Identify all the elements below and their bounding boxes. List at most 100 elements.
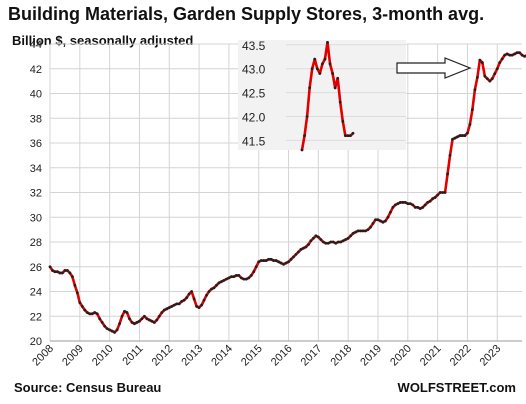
- data-point: [411, 203, 415, 207]
- data-point: [247, 276, 251, 280]
- data-point: [508, 53, 512, 57]
- data-point: [416, 205, 420, 209]
- data-point: [140, 317, 144, 321]
- data-point: [61, 271, 64, 275]
- data-point: [242, 277, 246, 281]
- data-point: [403, 201, 407, 204]
- data-point: [145, 317, 149, 321]
- data-point: [227, 276, 231, 280]
- inset-data-point: [315, 67, 319, 71]
- data-point: [217, 281, 221, 285]
- data-point: [406, 202, 410, 206]
- main-y-axis: 20 22 24 26 28 30 32 34 36 38 40 42 44: [30, 39, 42, 348]
- data-point: [90, 312, 94, 316]
- data-point: [239, 276, 243, 280]
- data-point: [259, 259, 263, 262]
- data-point: [150, 319, 154, 323]
- data-point: [172, 303, 176, 307]
- y-tick-label: 30: [30, 212, 42, 224]
- data-point: [65, 269, 69, 272]
- data-point: [510, 53, 514, 57]
- data-point: [356, 229, 360, 233]
- data-point: [371, 222, 375, 225]
- data-point: [488, 79, 492, 83]
- data-point: [190, 290, 194, 293]
- x-tick-label: 2013: [179, 343, 205, 369]
- data-point: [384, 219, 387, 223]
- x-tick-label: 2012: [150, 343, 176, 369]
- data-point: [520, 53, 524, 57]
- y-tick-label: 26: [30, 262, 42, 274]
- data-point: [426, 201, 430, 204]
- data-point: [456, 135, 459, 139]
- data-point: [495, 67, 499, 71]
- data-point: [391, 205, 395, 209]
- data-point: [110, 329, 114, 333]
- data-point: [284, 261, 288, 265]
- data-point: [210, 287, 213, 291]
- inset-data-point: [349, 134, 352, 138]
- inset-data-point: [321, 62, 324, 66]
- data-point: [513, 52, 517, 56]
- data-point: [339, 240, 343, 244]
- data-point: [155, 318, 159, 322]
- inset-data-point: [305, 115, 309, 118]
- data-point: [279, 261, 283, 265]
- chart-title: Building Materials, Garden Supply Stores…: [8, 4, 485, 24]
- inset-data-point: [338, 100, 342, 104]
- data-point: [331, 240, 335, 244]
- data-point: [311, 236, 315, 240]
- data-point: [205, 293, 208, 297]
- x-tick-label: 2018: [328, 343, 354, 369]
- inset-data-point: [343, 134, 347, 138]
- inset-data-point: [351, 131, 355, 135]
- data-point: [128, 317, 131, 321]
- data-point: [123, 309, 126, 313]
- data-point: [294, 252, 298, 256]
- data-point: [51, 269, 54, 272]
- data-point: [473, 88, 477, 92]
- arrow-shape: [396, 57, 472, 79]
- data-point: [202, 298, 206, 302]
- data-point: [451, 137, 454, 141]
- data-point: [304, 245, 308, 249]
- y-tick-label: 40: [30, 89, 42, 101]
- inset-background: [238, 40, 406, 150]
- data-point: [269, 257, 273, 261]
- inset-data-point: [328, 62, 332, 66]
- data-point: [212, 286, 216, 290]
- inset-data-point: [318, 72, 322, 75]
- data-point: [185, 296, 189, 300]
- data-point: [249, 274, 253, 277]
- data-point: [441, 191, 444, 194]
- data-point: [334, 241, 338, 245]
- x-tick-label: 2010: [90, 343, 116, 369]
- data-point: [431, 197, 435, 201]
- data-point: [147, 318, 151, 322]
- data-point: [274, 259, 278, 262]
- data-point: [120, 314, 124, 318]
- data-point: [182, 298, 186, 302]
- data-point: [257, 260, 261, 264]
- data-point: [369, 225, 372, 229]
- y-tick-label: 32: [30, 188, 42, 200]
- data-point: [170, 304, 174, 308]
- data-point: [225, 277, 228, 281]
- inset-data-point: [336, 76, 340, 80]
- y-tick-label: 44: [30, 39, 42, 51]
- inset-y-tick-label: 43.0: [242, 63, 266, 77]
- x-tick-label: 2022: [448, 343, 474, 369]
- data-point: [262, 259, 266, 262]
- data-point: [461, 134, 464, 137]
- data-point: [413, 205, 417, 209]
- data-point: [381, 220, 385, 224]
- data-point: [287, 260, 290, 264]
- data-point: [463, 134, 467, 137]
- data-point: [254, 265, 258, 269]
- inset-data-point: [346, 134, 350, 138]
- data-point: [478, 58, 482, 62]
- data-point: [354, 230, 358, 234]
- data-point: [314, 234, 318, 238]
- data-point: [480, 61, 484, 64]
